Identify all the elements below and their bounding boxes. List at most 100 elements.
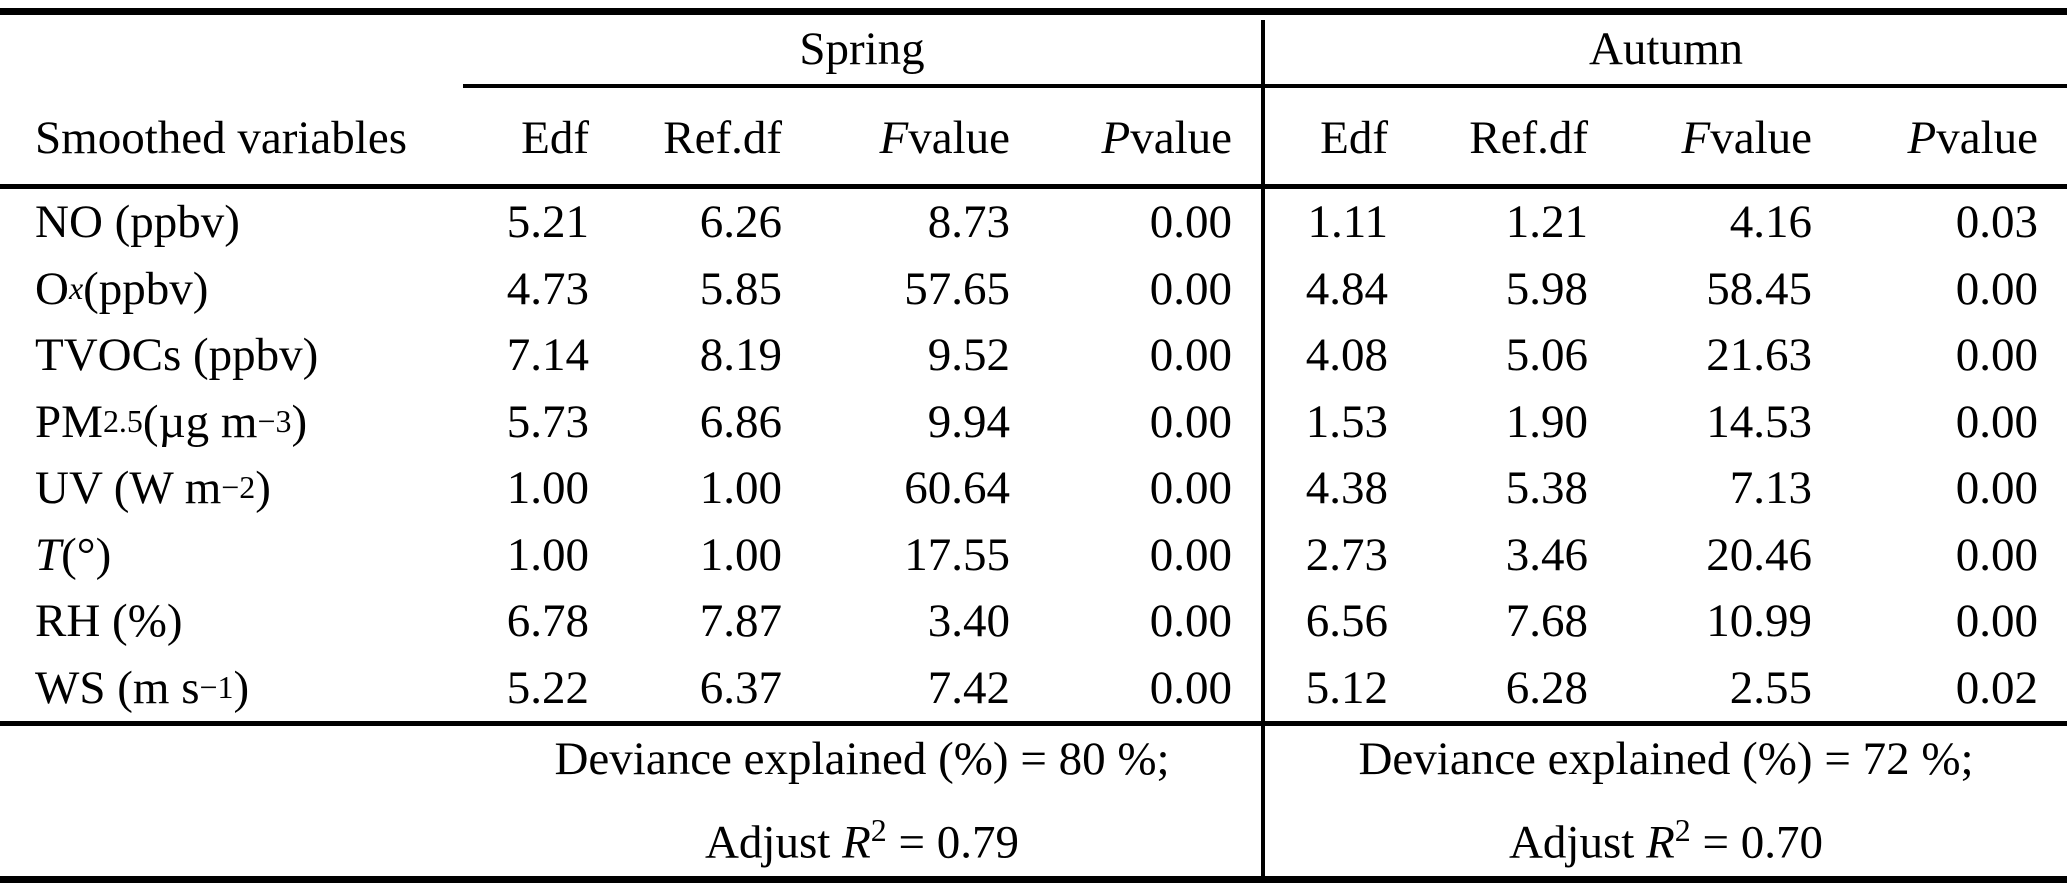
col-header-row-label: Smoothed variables [35, 112, 408, 164]
cell-autumn-fvalue: 4.16 [1729, 196, 1812, 249]
col-header-spring-fvalue: F value [879, 112, 1011, 164]
cell-autumn-pvalue: 0.00 [1955, 595, 2038, 648]
table-row: TVOCs (ppbv) 7.14 8.19 9.52 0.00 4.08 5.… [0, 322, 2067, 389]
cell-spring-fvalue: 9.52 [927, 329, 1010, 382]
column-header-row: Smoothed variables Edf Ref.df F value P … [0, 92, 2067, 184]
table-row: RH (%) 6.78 7.87 3.40 0.00 6.56 7.68 10.… [0, 588, 2067, 655]
season-header-spring: Spring [799, 23, 925, 75]
cell-spring-refdf: 1.00 [699, 462, 782, 515]
col-header-spring-edf: Edf [521, 112, 589, 164]
top-rule [0, 8, 2067, 15]
footer-rule [0, 721, 2067, 726]
col-header-autumn-pvalue: P value [1907, 112, 2039, 164]
footer-autumn-stats: Deviance explained (%) = 72 %; Adjust R2… [1265, 726, 2067, 876]
cell-spring-pvalue: 0.00 [1149, 196, 1232, 249]
cell-spring-refdf: 8.19 [699, 329, 782, 382]
cell-autumn-edf: 5.12 [1305, 661, 1388, 714]
spring-deviance-explained: Deviance explained (%) = 80 %; [554, 733, 1170, 786]
cell-autumn-refdf: 1.90 [1505, 395, 1588, 448]
cell-spring-refdf: 6.26 [699, 196, 782, 249]
cell-autumn-pvalue: 0.00 [1955, 395, 2038, 448]
cell-spring-fvalue: 57.65 [904, 262, 1010, 315]
cell-spring-refdf: 6.86 [699, 395, 782, 448]
table-row: UV (W m −2) 1.00 1.00 60.64 0.00 4.38 5.3… [0, 455, 2067, 522]
cell-spring-fvalue: 3.40 [927, 595, 1010, 648]
table-row: WS (m s −1) 5.22 6.37 7.42 0.00 5.12 6.28… [0, 655, 2067, 722]
cell-spring-refdf: 7.87 [699, 595, 782, 648]
cell-autumn-fvalue: 7.13 [1729, 462, 1812, 515]
cell-autumn-fvalue: 2.55 [1729, 661, 1812, 714]
col-header-autumn-refdf: Ref.df [1469, 112, 1588, 164]
table-body: NO (ppbv) 5.21 6.26 8.73 0.00 1.11 1.21 … [0, 189, 2067, 721]
row-label: WS (m s −1) [35, 661, 250, 714]
season-underline-rule [463, 84, 2067, 88]
cell-autumn-pvalue: 0.02 [1955, 661, 2038, 714]
cell-spring-edf: 5.73 [506, 395, 589, 448]
cell-spring-refdf: 1.00 [699, 528, 782, 581]
cell-autumn-refdf: 5.98 [1505, 262, 1588, 315]
cell-spring-edf: 1.00 [506, 462, 589, 515]
cell-autumn-pvalue: 0.00 [1955, 262, 2038, 315]
cell-spring-edf: 4.73 [506, 262, 589, 315]
cell-autumn-pvalue: 0.00 [1955, 528, 2038, 581]
cell-autumn-edf: 1.11 [1307, 196, 1388, 249]
cell-autumn-edf: 4.08 [1305, 329, 1388, 382]
header-rule [0, 184, 2067, 189]
cell-autumn-edf: 4.84 [1305, 262, 1388, 315]
cell-spring-pvalue: 0.00 [1149, 262, 1232, 315]
cell-autumn-fvalue: 20.46 [1706, 528, 1812, 581]
row-label: UV (W m −2) [35, 462, 271, 515]
table-row: PM 2.5 (µg m −3) 5.73 6.86 9.94 0.00 1.53 … [0, 389, 2067, 456]
cell-autumn-refdf: 1.21 [1505, 196, 1588, 249]
cell-autumn-fvalue: 58.45 [1706, 262, 1812, 315]
autumn-deviance-explained: Deviance explained (%) = 72 %; [1358, 733, 1974, 786]
cell-spring-edf: 5.22 [506, 661, 589, 714]
cell-autumn-fvalue: 21.63 [1706, 329, 1812, 382]
cell-autumn-edf: 6.56 [1305, 595, 1388, 648]
cell-autumn-refdf: 5.38 [1505, 462, 1588, 515]
col-header-spring-pvalue: P value [1101, 112, 1233, 164]
cell-autumn-refdf: 5.06 [1505, 329, 1588, 382]
cell-spring-edf: 7.14 [506, 329, 589, 382]
cell-autumn-edf: 2.73 [1305, 528, 1388, 581]
cell-autumn-pvalue: 0.00 [1955, 462, 2038, 515]
cell-spring-fvalue: 60.64 [904, 462, 1010, 515]
cell-autumn-edf: 4.38 [1305, 462, 1388, 515]
spring-adjust-r2: Adjust R2 = 0.79 [704, 813, 1020, 869]
cell-autumn-fvalue: 10.99 [1706, 595, 1812, 648]
cell-autumn-pvalue: 0.00 [1955, 329, 2038, 382]
season-header-autumn: Autumn [1588, 23, 1744, 75]
cell-autumn-refdf: 6.28 [1505, 661, 1588, 714]
cell-spring-pvalue: 0.00 [1149, 329, 1232, 382]
cell-autumn-edf: 1.53 [1305, 395, 1388, 448]
cell-spring-pvalue: 0.00 [1149, 661, 1232, 714]
cell-spring-refdf: 5.85 [699, 262, 782, 315]
cell-spring-pvalue: 0.00 [1149, 395, 1232, 448]
col-header-autumn-fvalue: F value [1681, 112, 1813, 164]
cell-autumn-fvalue: 14.53 [1706, 395, 1812, 448]
cell-spring-edf: 6.78 [506, 595, 589, 648]
cell-spring-edf: 5.21 [506, 196, 589, 249]
table-row: NO (ppbv) 5.21 6.26 8.73 0.00 1.11 1.21 … [0, 189, 2067, 256]
row-label: T (°) [35, 528, 112, 581]
cell-spring-fvalue: 17.55 [904, 528, 1010, 581]
cell-autumn-refdf: 3.46 [1505, 528, 1588, 581]
row-label: RH (%) [35, 595, 183, 648]
cell-spring-pvalue: 0.00 [1149, 595, 1232, 648]
autumn-adjust-r2: Adjust R2 = 0.70 [1508, 813, 1824, 869]
cell-spring-pvalue: 0.00 [1149, 462, 1232, 515]
cell-spring-fvalue: 7.42 [927, 661, 1010, 714]
col-header-autumn-edf: Edf [1320, 112, 1388, 164]
row-label: NO (ppbv) [35, 196, 240, 249]
cell-spring-edf: 1.00 [506, 528, 589, 581]
cell-spring-fvalue: 8.73 [927, 196, 1010, 249]
cell-autumn-refdf: 7.68 [1505, 595, 1588, 648]
season-divider-line [1261, 20, 1265, 876]
col-header-spring-refdf: Ref.df [663, 112, 782, 164]
bottom-rule [0, 876, 2067, 883]
row-label: PM 2.5 (µg m −3) [35, 395, 308, 448]
cell-autumn-pvalue: 0.03 [1955, 196, 2038, 249]
